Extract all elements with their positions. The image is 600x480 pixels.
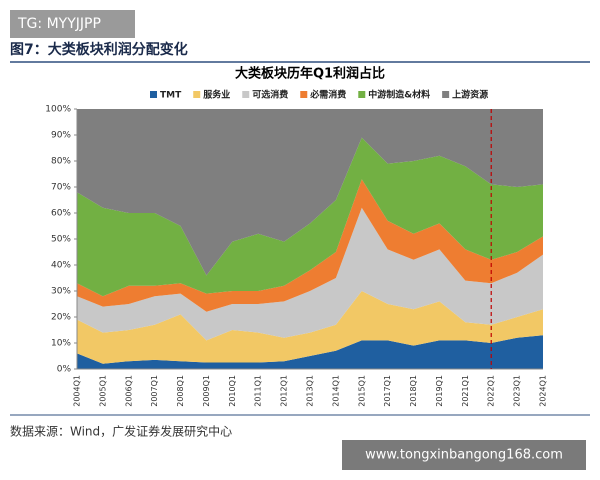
legend-label: 服务业	[203, 89, 230, 101]
x-tick-label: 2010Q1	[228, 375, 237, 407]
y-tick-label: 40%	[51, 261, 71, 271]
legend-swatch	[242, 91, 250, 98]
x-tick-label: 2015Q1	[357, 375, 366, 407]
legend-swatch	[442, 91, 450, 98]
y-tick-label: 10%	[51, 339, 71, 349]
y-tick-label: 30%	[51, 287, 71, 297]
legend-label: 必需消费	[309, 89, 346, 101]
x-tick-label: 2012Q1	[280, 375, 289, 407]
area	[77, 207, 543, 341]
legend-swatch	[150, 91, 157, 98]
y-tick-label: 80%	[51, 157, 71, 167]
x-tick-label: 2014Q1	[331, 375, 340, 407]
watermark: www.tongxinbangong168.com	[365, 448, 563, 463]
watermark: TG: MYYJJPP	[17, 16, 101, 32]
x-tick-label: 2018Q1	[409, 375, 418, 407]
watermark-box	[10, 10, 135, 38]
figure-title: 图7：大类板块利润分配变化	[10, 41, 188, 58]
x-tick-label: 2008Q1	[176, 375, 185, 407]
y-tick-label: 90%	[51, 131, 71, 141]
chart-title: 大类板块历年Q1利润占比	[235, 66, 385, 82]
y-tick-label: 20%	[51, 313, 71, 323]
x-tick-label: 2013Q1	[306, 375, 315, 407]
x-tick-label: 2019Q1	[435, 375, 444, 407]
legend-swatch	[358, 91, 366, 98]
x-tick-label: 2009Q1	[202, 375, 211, 407]
x-tick-label: 2005Q1	[98, 375, 107, 407]
area	[77, 335, 543, 369]
x-tick-label: 2006Q1	[124, 375, 133, 407]
y-tick-label: 60%	[51, 209, 71, 219]
x-tick-label: 2022Q1	[487, 375, 496, 407]
legend-label: 上游资源	[452, 89, 488, 101]
legend-swatch	[300, 91, 308, 98]
source: 数据来源：Wind，广发证券发展研究中心	[10, 424, 232, 439]
x-tick-label: 2007Q1	[150, 375, 159, 407]
y-tick-label: 100%	[45, 105, 71, 115]
x-tick-label: 2004Q1	[73, 375, 82, 407]
area	[77, 291, 543, 364]
legend-label: TMT	[160, 91, 182, 101]
area	[77, 179, 543, 312]
y-tick-label: 70%	[51, 183, 71, 193]
legend-label: 中游制造&材料	[368, 89, 430, 101]
x-tick-label: 2011Q1	[254, 375, 263, 407]
x-tick-label: 2023Q1	[513, 375, 522, 407]
area	[77, 109, 543, 276]
x-tick-label: 2021Q1	[461, 375, 470, 407]
x-tick-label: 2024Q1	[539, 375, 548, 407]
y-tick-label: 0%	[57, 365, 72, 375]
legend-label: 可选消费	[252, 89, 288, 101]
watermark-box	[342, 440, 586, 470]
x-tick-label: 2017Q1	[383, 375, 392, 407]
area	[77, 137, 543, 297]
y-tick-label: 50%	[51, 235, 71, 245]
legend-swatch	[193, 91, 201, 98]
